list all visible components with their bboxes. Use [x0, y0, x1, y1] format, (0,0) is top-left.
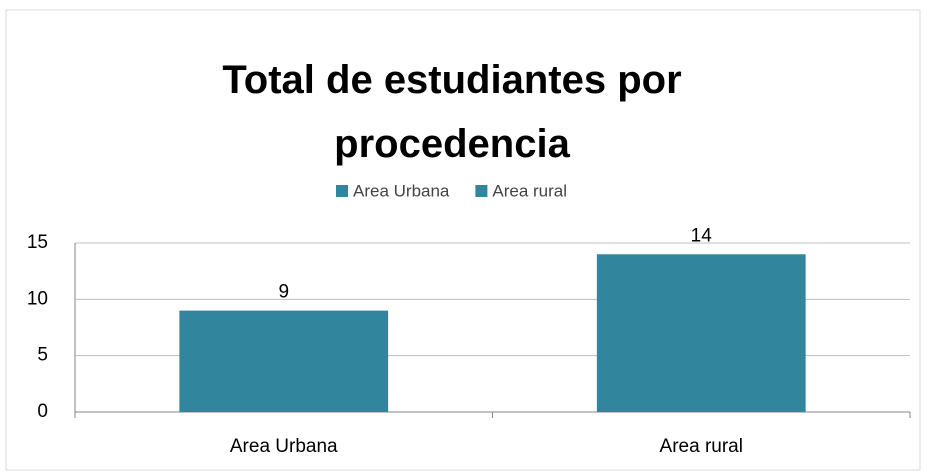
y-tick-label: 15 — [27, 232, 48, 253]
y-tick-label: 10 — [27, 288, 48, 309]
legend-swatch — [475, 185, 488, 197]
x-tick-label: Area rural — [660, 436, 743, 457]
bar — [179, 310, 389, 412]
legend-swatch — [336, 185, 348, 197]
data-label: 9 — [278, 282, 289, 303]
bar — [596, 254, 806, 412]
legend-label: Area rural — [492, 181, 567, 200]
legend-label: Area Urbana — [353, 181, 450, 200]
data-label: 14 — [691, 225, 713, 246]
y-tick-label: 5 — [37, 345, 48, 366]
y-tick-label: 0 — [37, 401, 48, 422]
x-tick-label: Area Urbana — [230, 436, 338, 457]
chart-title: Total de estudiantes por procedencia — [222, 58, 682, 166]
